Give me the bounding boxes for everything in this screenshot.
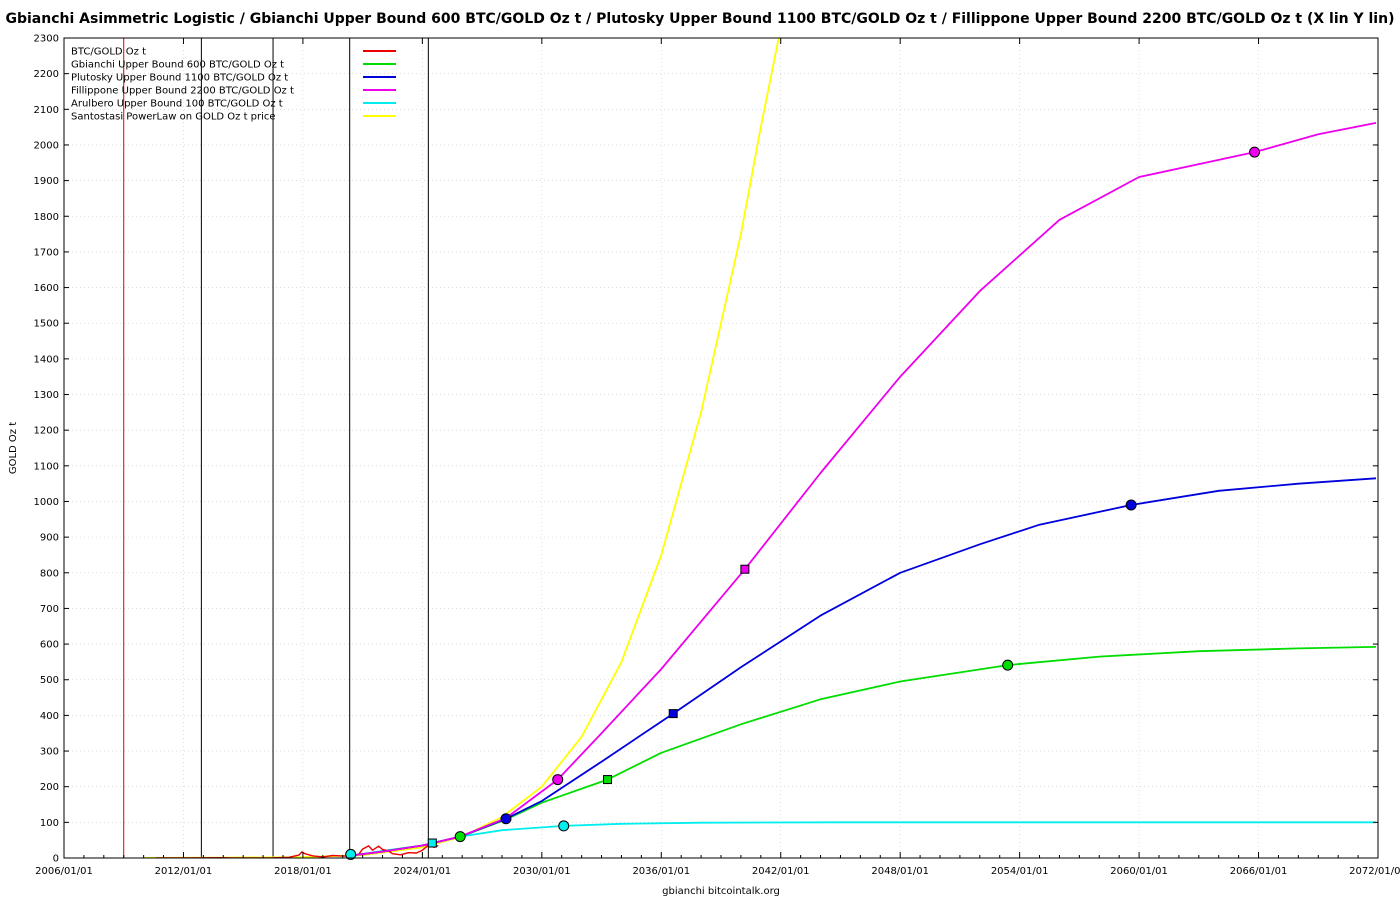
series-4-circle-marker — [345, 848, 357, 860]
tick-layer: 0 100 200 300 400 500 600 700 800 900 1000 1100 1200… — [34, 34, 1400, 878]
legend-label: Gbianchi Upper Bound 600 BTC/GOLD Oz t — [71, 60, 284, 71]
series-4-circle-marker — [558, 820, 570, 832]
y-tick-label: 1900 — [34, 176, 59, 187]
y-tick-label: 2100 — [34, 105, 59, 116]
y-tick-label: 0 — [53, 854, 59, 865]
legend-label: Plutosky Upper Bound 1100 BTC/GOLD Oz t — [71, 73, 288, 84]
x-tick-label: 2030/01/01 — [513, 866, 571, 877]
y-tick-label: 400 — [40, 711, 59, 722]
y-tick-label: 1000 — [34, 497, 59, 508]
legend: BTC/GOLD Oz t Gbianchi Upper Bound 600 BT… — [71, 47, 396, 123]
x-tick-label: 2066/01/01 — [1230, 866, 1288, 877]
x-tick-label: 2054/01/01 — [991, 866, 1049, 877]
x-tick-label: 2042/01/01 — [752, 866, 810, 877]
y-tick-label: 800 — [40, 568, 59, 579]
y-tick-label: 1300 — [34, 390, 59, 401]
series-1-circle-marker — [454, 831, 466, 843]
legend-label: BTC/GOLD Oz t — [71, 47, 146, 58]
vertical-lines-layer — [123, 38, 429, 858]
grid-layer — [64, 38, 1378, 858]
y-tick-label: 600 — [40, 640, 59, 651]
x-tick-label: 2036/01/01 — [632, 866, 690, 877]
series-3-square-marker — [740, 564, 750, 574]
y-tick-label: 1500 — [34, 319, 59, 330]
y-axis-label: GOLD Oz t — [8, 422, 19, 474]
series-1-square-marker — [603, 775, 613, 785]
y-tick-label: 1600 — [34, 283, 59, 294]
series-2-circle-marker — [1125, 499, 1137, 511]
x-tick-label: 2018/01/01 — [274, 866, 332, 877]
y-tick-label: 2000 — [34, 140, 59, 151]
y-tick-label: 2200 — [34, 69, 59, 80]
y-tick-label: 900 — [40, 533, 59, 544]
series-1-circle-marker — [1002, 659, 1014, 671]
x-tick-label: 2048/01/01 — [871, 866, 929, 877]
y-tick-label: 500 — [40, 675, 59, 686]
x-tick-label: 2072/01/01 — [1349, 866, 1400, 877]
y-tick-label: 100 — [40, 818, 59, 829]
y-tick-label: 700 — [40, 604, 59, 615]
series-3-circle-marker — [1249, 146, 1261, 158]
x-tick-label: 2012/01/01 — [155, 866, 213, 877]
y-tick-label: 200 — [40, 782, 59, 793]
x-tick-label: 2024/01/01 — [394, 866, 452, 877]
y-tick-label: 1700 — [34, 247, 59, 258]
y-tick-label: 1800 — [34, 212, 59, 223]
series-4-square-marker — [427, 838, 437, 848]
legend-label: Arulbero Upper Bound 100 BTC/GOLD Oz t — [71, 99, 283, 110]
y-tick-label: 1200 — [34, 426, 59, 437]
marker-layer — [345, 146, 1261, 860]
series-2-square-marker — [668, 709, 678, 719]
y-tick-label: 2300 — [34, 34, 59, 45]
legend-label: Santostasi PowerLaw on GOLD Oz t price — [71, 112, 276, 123]
x-axis-label: gbianchi bitcointalk.org — [662, 886, 780, 897]
series-3-circle-marker — [552, 774, 564, 786]
series-2-circle-marker — [500, 813, 512, 825]
legend-label: Fillippone Upper Bound 2200 BTC/GOLD Oz … — [71, 86, 294, 97]
y-tick-label: 300 — [40, 747, 59, 758]
chart-title: Gbianchi Asimmetric Logistic / Gbianchi … — [6, 11, 1395, 27]
x-tick-label: 2060/01/01 — [1110, 866, 1168, 877]
y-tick-label: 1400 — [34, 354, 59, 365]
y-tick-label: 1100 — [34, 461, 59, 472]
x-tick-label: 2006/01/01 — [35, 866, 93, 877]
